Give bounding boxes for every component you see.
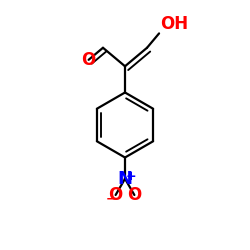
Text: +: + — [125, 170, 136, 183]
Text: O: O — [108, 186, 123, 204]
Text: −: − — [106, 193, 116, 206]
Text: O: O — [82, 51, 96, 69]
Text: N: N — [118, 170, 132, 188]
Text: OH: OH — [160, 15, 188, 33]
Text: O: O — [127, 186, 142, 204]
